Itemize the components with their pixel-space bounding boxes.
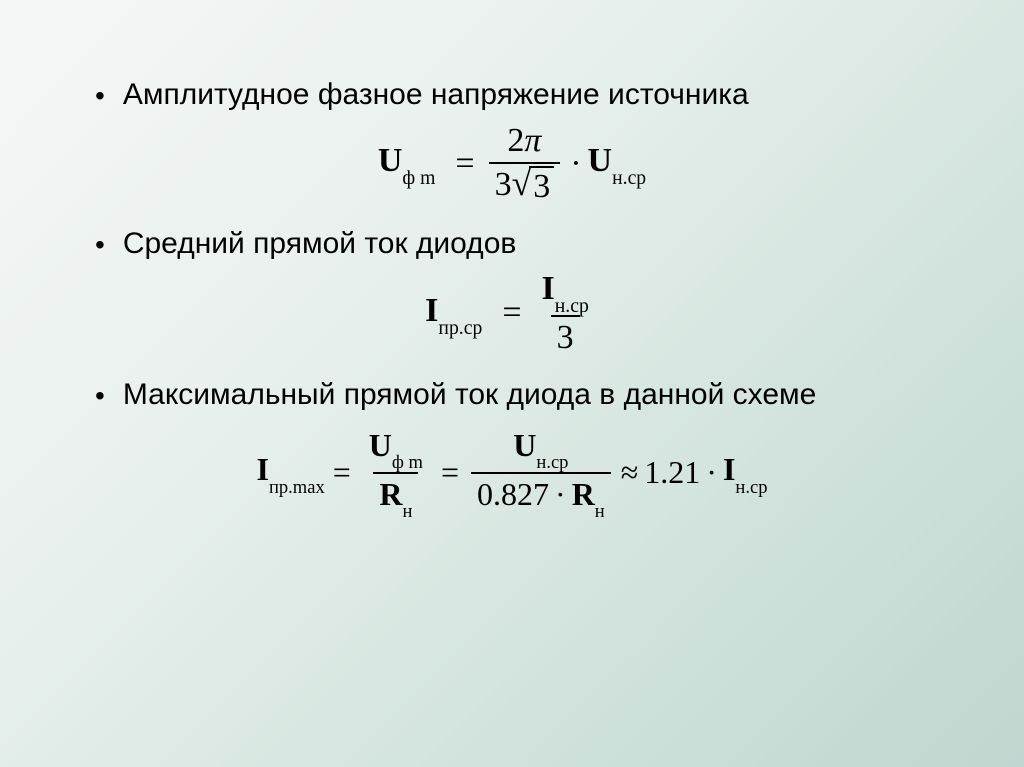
f3-frac1-den-sub: н — [402, 501, 412, 522]
f1-den-rad: 3 — [529, 166, 554, 206]
f1-rhs-sub: н.ср — [612, 167, 646, 189]
f1-den-coef: 3 — [495, 166, 512, 203]
bullet-icon: • — [95, 226, 105, 264]
f3-frac1-den-var: R — [379, 476, 402, 512]
f3-rhs-sub: н.ср — [735, 477, 767, 498]
approx-sign: ≈ — [621, 454, 639, 491]
f3-frac2-den-sub: н — [595, 501, 605, 522]
formula-1: Uф m = 2π 3√3 · Uн.ср — [60, 122, 964, 206]
f3-frac2-den-var: R — [572, 476, 595, 512]
bullet-item-3: • Максимальный прямой ток диода в данной… — [60, 375, 964, 518]
f3-frac1-num-var: U — [369, 427, 392, 463]
bullet-text-2: Средний прямой ток диодов — [123, 224, 517, 265]
formula-2: Iпр.ср = Iн.ср 3 — [60, 270, 964, 357]
f2-num-var: I — [542, 270, 555, 307]
bullet-text-3: Максимальный прямой ток диода в данной с… — [123, 375, 817, 416]
bullet-item-1: • Амплитудное фазное напряжение источник… — [60, 75, 964, 206]
f3-lhs-sub: пр.max — [269, 477, 325, 498]
f2-num-sub: н.ср — [555, 295, 589, 317]
equals-sign: = — [333, 454, 351, 491]
slide: • Амплитудное фазное напряжение источник… — [0, 0, 1024, 767]
formula-3: Iпр.max = Uф m Rн = Uн.ср — [60, 427, 964, 518]
f2-lhs-var: I — [425, 292, 438, 329]
f1-lhs-var: U — [378, 142, 403, 179]
equals-sign: = — [455, 145, 474, 183]
f1-rhs-var: U — [588, 142, 613, 179]
f3-frac2-num-var: U — [513, 427, 536, 463]
f3-frac2-num-sub: н.ср — [536, 452, 568, 473]
f2-den: 3 — [551, 315, 580, 357]
f3-approx-coef: 1.21 — [644, 454, 700, 491]
equals-sign: = — [441, 454, 459, 491]
f3-frac2-den-coef: 0.827 — [477, 476, 549, 512]
bullet-icon: • — [95, 377, 105, 415]
f2-lhs-sub: пр.ср — [438, 317, 482, 339]
bullet-icon: • — [95, 77, 105, 115]
bullet-item-2: • Средний прямой ток диодов Iпр.ср = Iн.… — [60, 224, 964, 357]
equals-sign: = — [502, 294, 521, 332]
f3-rhs-var: I — [723, 451, 735, 487]
f3-lhs-var: I — [257, 451, 269, 487]
f3-frac1-num-sub: ф m — [392, 452, 423, 473]
bullet-text-1: Амплитудное фазное напряжение источника — [123, 75, 749, 116]
f1-lhs-sub: ф m — [402, 167, 435, 189]
